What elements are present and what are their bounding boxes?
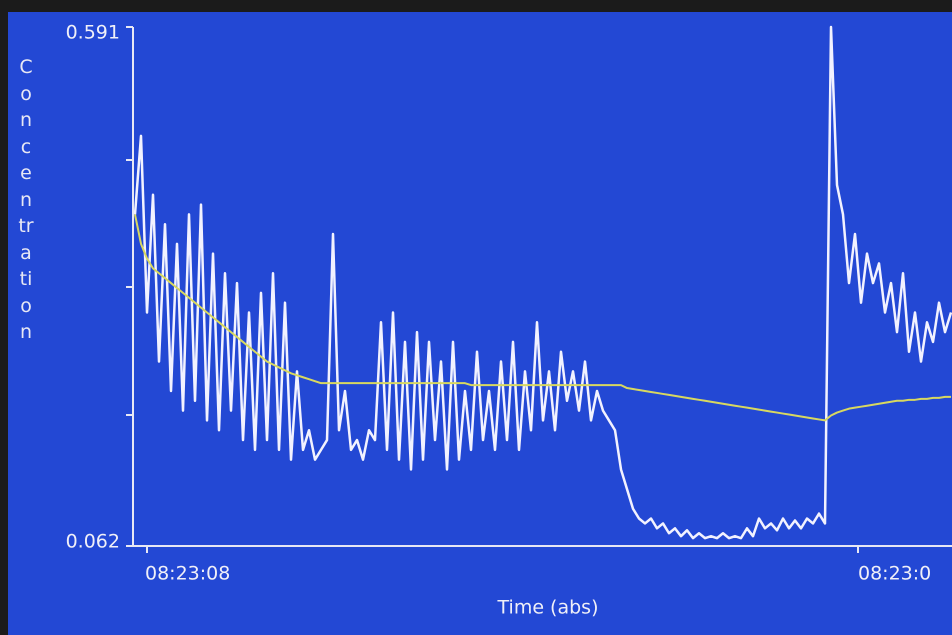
x-axis-label: Time (abs)	[497, 597, 599, 619]
chart: Time (abs) 0.062 0.591 08:23:08 08:23:0	[8, 12, 952, 635]
x-tick-label: 08:23:0	[858, 563, 931, 585]
y-tick-label: 0.062	[66, 531, 120, 553]
y-tick-label: 0.591	[66, 22, 120, 44]
page: Concentration Time (abs) 0.0620.59108:23…	[0, 0, 952, 635]
x-tick-label: 08:23:08	[145, 563, 230, 585]
data-line	[135, 27, 951, 538]
